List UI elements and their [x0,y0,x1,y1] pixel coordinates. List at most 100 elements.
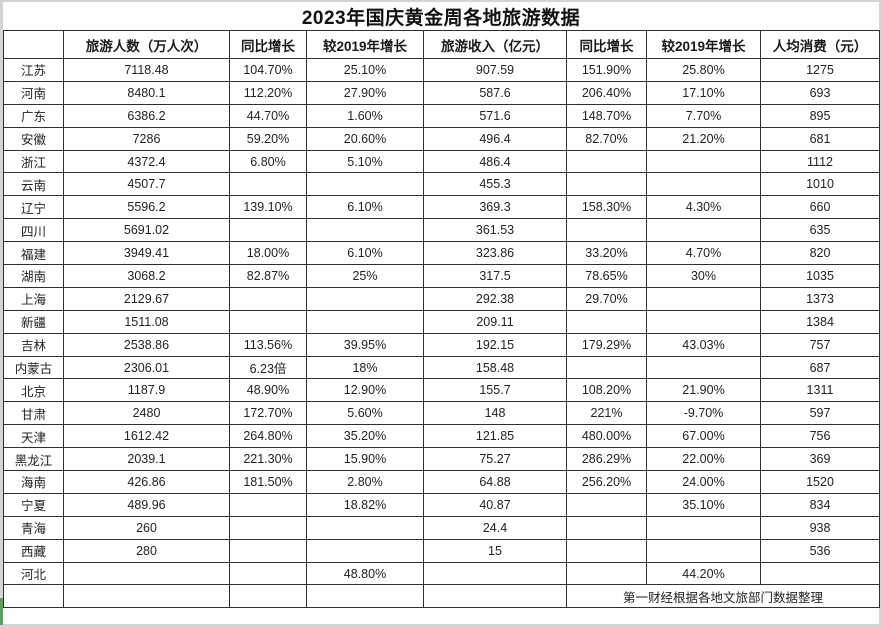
data-cell[interactable]: 209.11 [423,309,567,334]
province-cell[interactable]: 海南 [3,470,64,494]
empty-cell[interactable] [63,584,230,609]
data-cell[interactable]: 39.95% [306,332,424,357]
data-cell[interactable]: 15 [423,538,567,563]
data-cell[interactable]: 2306.01 [63,355,230,380]
source-note-cell[interactable]: 第一财经根据各地文旅部门数据整理 [566,584,880,609]
empty-cell[interactable] [306,584,424,609]
data-cell[interactable]: 64.88 [423,470,567,494]
data-cell[interactable]: 33.20% [566,241,647,266]
data-cell[interactable]: 48.80% [306,561,424,586]
data-cell[interactable] [646,515,761,540]
data-cell[interactable]: 7.70% [646,103,761,128]
data-cell[interactable]: 27.90% [306,80,424,105]
data-cell[interactable]: 82.87% [229,264,307,288]
data-cell[interactable]: 757 [760,332,880,357]
data-cell[interactable]: 30% [646,264,761,288]
corner-header-cell[interactable] [3,30,64,59]
data-cell[interactable]: 24.00% [646,470,761,494]
data-cell[interactable]: 687 [760,355,880,380]
province-cell[interactable]: 北京 [3,378,64,403]
data-cell[interactable]: 25% [306,264,424,288]
province-cell[interactable]: 上海 [3,286,64,311]
province-cell[interactable]: 福建 [3,241,64,266]
data-cell[interactable]: 108.20% [566,378,647,403]
data-cell[interactable]: 20.60% [306,126,424,151]
data-cell[interactable]: 139.10% [229,195,307,220]
data-cell[interactable]: 2480 [63,401,230,426]
data-cell[interactable]: 1384 [760,309,880,334]
data-cell[interactable]: 1010 [760,172,880,197]
data-cell[interactable] [306,218,424,243]
data-cell[interactable] [646,286,761,311]
data-cell[interactable]: 2129.67 [63,286,230,311]
data-cell[interactable]: 907.59 [423,58,567,82]
data-cell[interactable]: 1.60% [306,103,424,128]
data-cell[interactable] [566,538,647,563]
data-cell[interactable] [566,218,647,243]
province-cell[interactable]: 内蒙古 [3,355,64,380]
data-cell[interactable] [646,355,761,380]
data-cell[interactable]: 6.80% [229,149,307,174]
data-cell[interactable]: 151.90% [566,58,647,82]
data-cell[interactable]: 489.96 [63,492,230,517]
data-cell[interactable]: 181.50% [229,470,307,494]
data-cell[interactable]: 113.56% [229,332,307,357]
data-cell[interactable]: 5.10% [306,149,424,174]
data-cell[interactable] [229,218,307,243]
data-cell[interactable]: 834 [760,492,880,517]
empty-cell[interactable] [229,584,307,609]
column-header[interactable]: 较2019年增长 [306,30,424,59]
column-header[interactable]: 人均消费（元） [760,30,880,59]
data-cell[interactable]: 40.87 [423,492,567,517]
data-cell[interactable]: 323.86 [423,241,567,266]
data-cell[interactable]: 587.6 [423,80,567,105]
data-cell[interactable] [566,172,647,197]
data-cell[interactable]: 1373 [760,286,880,311]
data-cell[interactable]: 67.00% [646,424,761,449]
data-cell[interactable]: 264.80% [229,424,307,449]
data-cell[interactable]: 3949.41 [63,241,230,266]
data-cell[interactable] [229,561,307,586]
province-cell[interactable]: 新疆 [3,309,64,334]
data-cell[interactable]: 25.80% [646,58,761,82]
data-cell[interactable] [229,492,307,517]
data-cell[interactable]: 1520 [760,470,880,494]
data-cell[interactable]: 455.3 [423,172,567,197]
data-cell[interactable] [306,172,424,197]
province-cell[interactable]: 河南 [3,80,64,105]
data-cell[interactable]: 820 [760,241,880,266]
province-cell[interactable]: 江苏 [3,58,64,82]
data-cell[interactable]: 361.53 [423,218,567,243]
data-cell[interactable]: 1112 [760,149,880,174]
column-header[interactable]: 旅游人数（万人次） [63,30,230,59]
data-cell[interactable]: 369.3 [423,195,567,220]
data-cell[interactable]: 2039.1 [63,447,230,472]
data-cell[interactable] [566,149,647,174]
data-cell[interactable] [229,515,307,540]
empty-cell[interactable] [423,584,567,609]
data-cell[interactable]: 75.27 [423,447,567,472]
data-cell[interactable]: 681 [760,126,880,151]
data-cell[interactable] [306,286,424,311]
data-cell[interactable]: 6.23倍 [229,355,307,380]
data-cell[interactable] [646,538,761,563]
data-cell[interactable]: 5691.02 [63,218,230,243]
data-cell[interactable]: 25.10% [306,58,424,82]
data-cell[interactable]: 17.10% [646,80,761,105]
data-cell[interactable]: 2.80% [306,470,424,494]
data-cell[interactable]: 48.90% [229,378,307,403]
data-cell[interactable]: 148.70% [566,103,647,128]
data-cell[interactable]: 6.10% [306,241,424,266]
data-cell[interactable]: 496.4 [423,126,567,151]
data-cell[interactable] [566,492,647,517]
data-cell[interactable]: 895 [760,103,880,128]
data-cell[interactable]: 82.70% [566,126,647,151]
data-cell[interactable]: 369 [760,447,880,472]
data-cell[interactable]: 158.48 [423,355,567,380]
data-cell[interactable] [229,538,307,563]
data-cell[interactable]: 179.29% [566,332,647,357]
data-cell[interactable]: 18.00% [229,241,307,266]
province-cell[interactable]: 天津 [3,424,64,449]
data-cell[interactable]: 6.10% [306,195,424,220]
data-cell[interactable] [646,172,761,197]
